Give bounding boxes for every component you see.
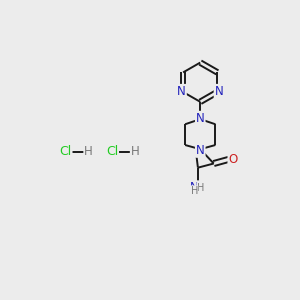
Text: O: O bbox=[228, 153, 238, 166]
Text: H: H bbox=[131, 145, 140, 158]
Text: N: N bbox=[177, 85, 186, 98]
Text: H: H bbox=[197, 183, 205, 193]
Text: Cl: Cl bbox=[106, 145, 118, 158]
Text: N: N bbox=[196, 144, 205, 157]
Text: N: N bbox=[196, 112, 205, 125]
Text: Cl: Cl bbox=[59, 145, 71, 158]
Text: N: N bbox=[214, 85, 224, 98]
Text: N: N bbox=[190, 181, 199, 194]
Text: H: H bbox=[84, 145, 93, 158]
Text: H: H bbox=[190, 186, 198, 196]
